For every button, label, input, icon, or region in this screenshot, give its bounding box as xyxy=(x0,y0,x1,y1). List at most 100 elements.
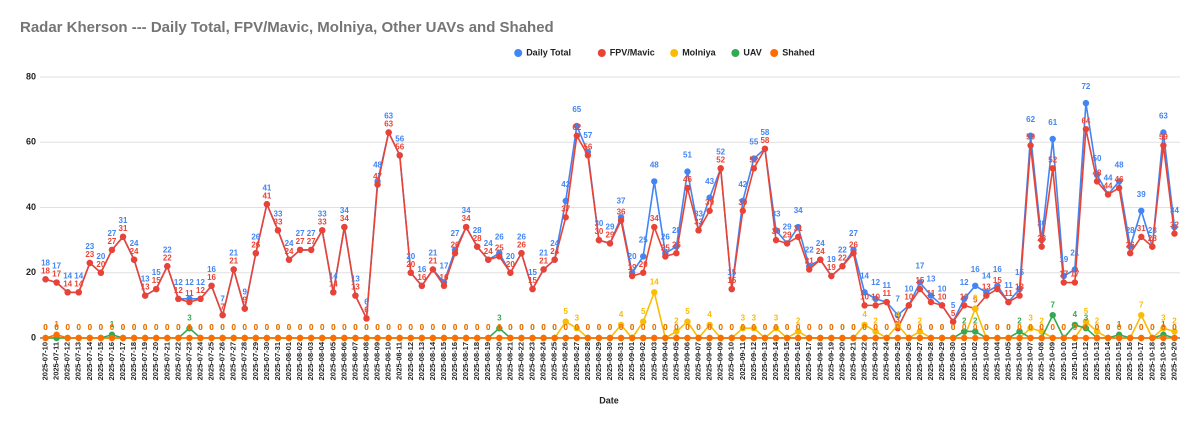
data-label: 0 xyxy=(1017,323,1022,332)
data-point xyxy=(662,334,669,342)
data-label: 34 xyxy=(650,214,659,223)
data-label: 0 xyxy=(829,323,834,332)
data-label: 57 xyxy=(583,131,592,140)
x-tick-label: 2025-08-09 xyxy=(373,342,382,380)
data-point xyxy=(739,207,747,214)
data-point xyxy=(241,334,248,342)
data-label: 26 xyxy=(849,240,858,249)
data-label: 21 xyxy=(428,257,437,266)
data-point xyxy=(1138,233,1145,241)
x-tick-label: 2025-09-01 xyxy=(627,342,636,380)
data-label: 0 xyxy=(851,323,856,332)
data-point xyxy=(462,334,470,342)
x-tick-label: 2025-10-12 xyxy=(1081,342,1090,380)
data-label: 0 xyxy=(276,323,281,332)
data-label: 0 xyxy=(143,323,148,332)
data-label: 20 xyxy=(506,252,515,261)
data-label: 0 xyxy=(309,323,314,332)
data-point xyxy=(960,295,968,303)
data-point xyxy=(916,285,924,293)
data-point xyxy=(341,223,348,231)
data-point xyxy=(872,295,879,303)
x-tick-label: 2025-07-18 xyxy=(129,342,138,380)
legend-swatch xyxy=(670,49,679,57)
x-tick-label: 2025-09-13 xyxy=(760,342,769,380)
data-label: 63 xyxy=(384,120,393,129)
data-label: 0 xyxy=(287,323,292,332)
data-label: 0 xyxy=(287,323,292,332)
data-point xyxy=(86,334,94,342)
data-label: 7 xyxy=(220,294,225,303)
data-label: 30 xyxy=(594,219,603,228)
data-label: 0 xyxy=(453,323,458,332)
x-tick-label: 2025-08-28 xyxy=(583,342,592,380)
data-label: 0 xyxy=(707,323,712,332)
data-label: 17 xyxy=(1070,270,1079,279)
data-label: 0 xyxy=(663,323,668,332)
x-tick-label: 2025-08-17 xyxy=(461,342,470,380)
data-label: 0 xyxy=(77,323,82,332)
data-label: 28 xyxy=(672,226,681,235)
data-point xyxy=(927,298,935,306)
data-point xyxy=(794,334,802,342)
data-label: 0 xyxy=(431,323,436,332)
data-label: 0 xyxy=(486,323,491,332)
data-point xyxy=(75,334,82,342)
data-label: 2 xyxy=(1039,317,1044,326)
data-label: 0 xyxy=(409,323,414,332)
data-label: 0 xyxy=(685,323,690,332)
data-label: 0 xyxy=(630,323,635,332)
data-label: 3 xyxy=(1161,313,1166,322)
data-point xyxy=(1082,318,1090,325)
data-point xyxy=(717,334,724,342)
legend-label: Molniya xyxy=(682,47,716,57)
x-tick-label: 2025-10-20 xyxy=(1169,342,1178,380)
data-point xyxy=(1071,321,1079,329)
data-label: 0 xyxy=(198,323,203,332)
data-label: 0 xyxy=(1106,323,1111,332)
data-label: 23 xyxy=(85,250,94,259)
data-label: 64 xyxy=(1081,116,1090,125)
data-point xyxy=(938,334,946,342)
data-label: 0 xyxy=(807,323,812,332)
data-label: 24 xyxy=(130,239,139,248)
data-label: 25 xyxy=(661,244,670,253)
data-point xyxy=(938,302,946,309)
data-point xyxy=(706,334,713,342)
data-point xyxy=(130,334,138,342)
x-tick-label: 2025-08-21 xyxy=(505,342,514,380)
data-point xyxy=(396,334,403,342)
data-label: 2 xyxy=(674,317,679,326)
data-point xyxy=(1171,334,1178,342)
data-label: 33 xyxy=(274,209,283,218)
data-point xyxy=(1138,311,1145,319)
data-label: 7 xyxy=(1050,300,1055,309)
data-label: 47 xyxy=(373,172,382,181)
data-label: 17 xyxy=(1059,270,1068,279)
data-label: 16 xyxy=(207,265,216,274)
data-point xyxy=(706,194,713,201)
data-label: 0 xyxy=(231,323,236,332)
data-label: 0 xyxy=(1128,323,1133,332)
data-point xyxy=(540,334,547,342)
x-tick-label: 2025-07-29 xyxy=(251,342,260,380)
data-label: 12 xyxy=(871,278,880,287)
data-label: 0 xyxy=(951,323,956,332)
data-label: 5 xyxy=(951,309,956,318)
x-tick-label: 2025-07-12 xyxy=(63,342,72,380)
x-tick-label: 2025-08-26 xyxy=(561,342,570,380)
data-label: 24 xyxy=(484,239,493,248)
data-label: 34 xyxy=(1170,206,1179,215)
data-point xyxy=(418,282,426,289)
data-label: 24 xyxy=(816,239,825,248)
data-point xyxy=(186,334,193,342)
data-point xyxy=(119,334,127,342)
data-label: 31 xyxy=(119,216,128,225)
data-label: 33 xyxy=(318,217,327,226)
data-point xyxy=(750,325,758,332)
data-point xyxy=(507,269,514,276)
data-label: 0 xyxy=(508,323,513,332)
data-point xyxy=(783,240,791,247)
data-label: 0 xyxy=(209,323,214,332)
data-point xyxy=(794,223,802,231)
